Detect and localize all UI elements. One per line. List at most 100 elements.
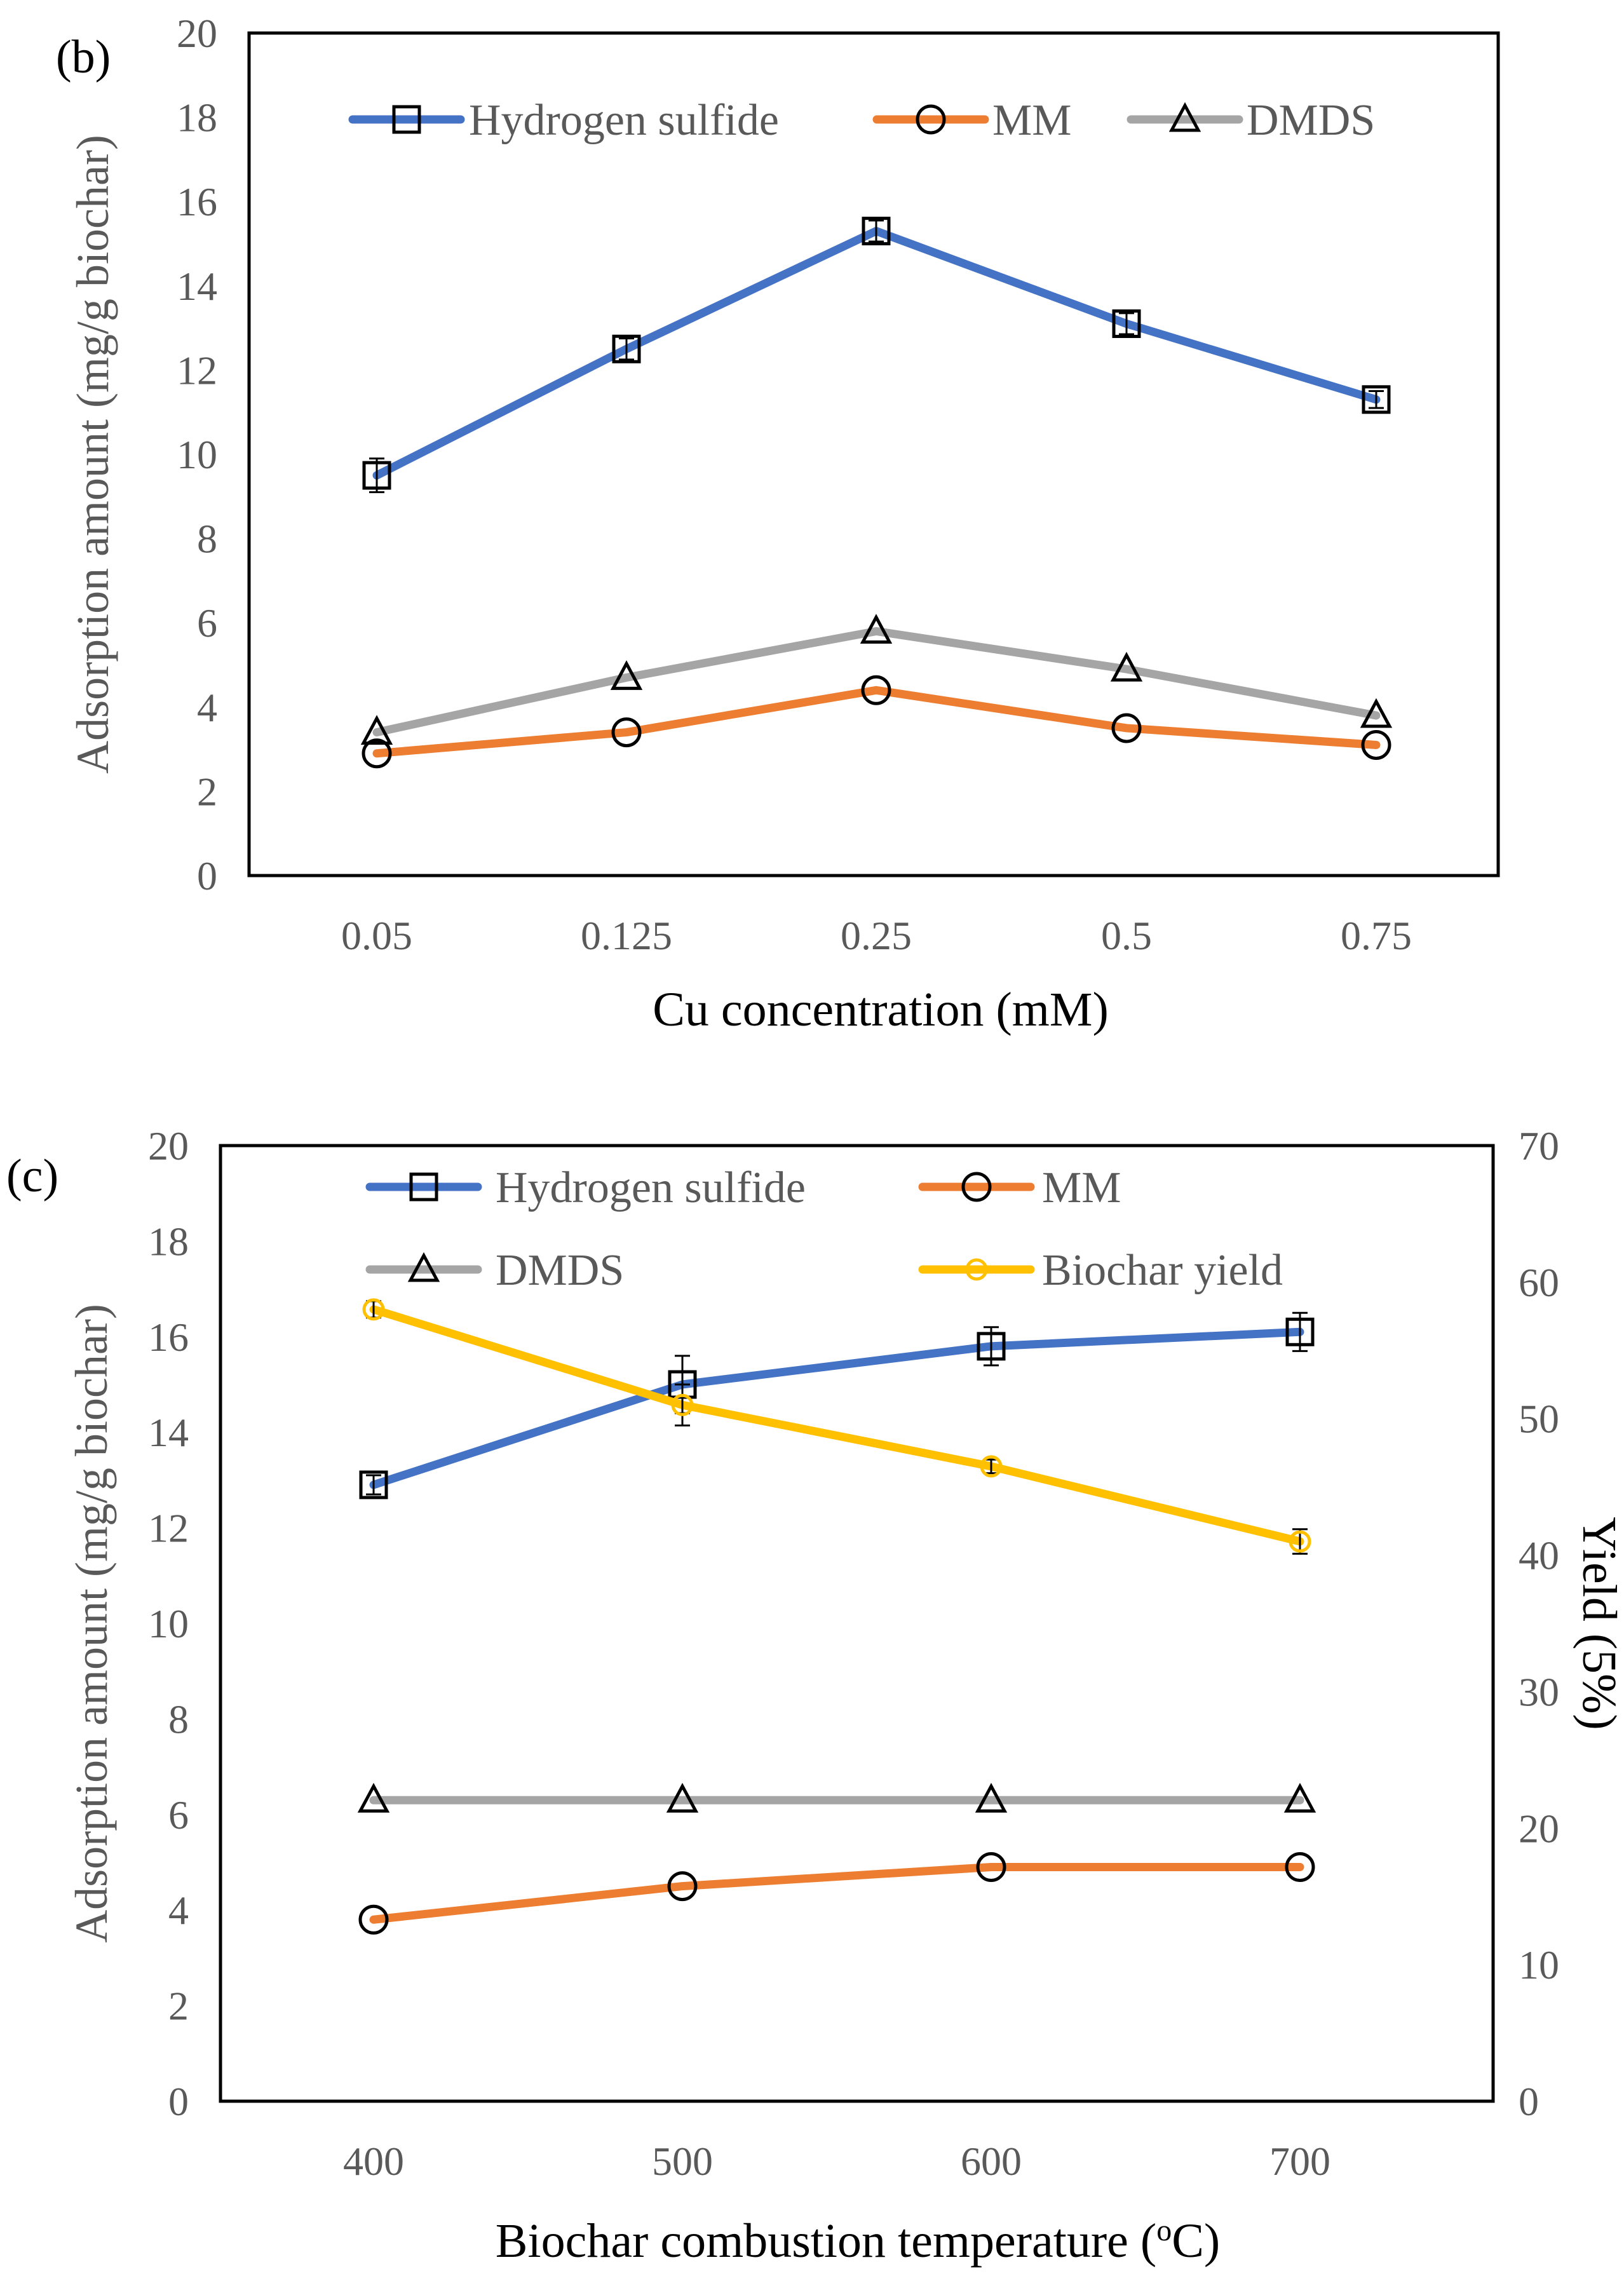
data-point	[1362, 385, 1391, 414]
legend-entry: Biochar yield	[918, 1246, 1283, 1295]
chart-panel-b: 0 2 4 6 8 10 12 14 16 18 20 0.05 0.125 0.25 0.5 0.75 (b)…	[56, 11, 1500, 1036]
data-point	[362, 461, 391, 490]
series-hydrogen-sulfide	[362, 217, 1391, 494]
legend-label: Hydrogen sulfide	[496, 1163, 806, 1212]
y2-tick-label: 40	[1519, 1533, 1559, 1578]
data-point	[667, 1871, 698, 1902]
series-mm	[362, 675, 1391, 769]
y-tick-label: 16	[148, 1315, 189, 1360]
legend-marker	[392, 105, 421, 134]
data-point	[1110, 651, 1143, 682]
y-tick-label: 6	[168, 1792, 189, 1838]
series-dmds	[360, 614, 1393, 745]
y2-axis-title: Yield (5%)	[1573, 1517, 1624, 1730]
y2-tick-label: 20	[1519, 1806, 1559, 1851]
data-point	[1285, 1852, 1315, 1883]
data-point	[671, 1393, 694, 1416]
x-tick-label: 0.25	[841, 913, 912, 958]
data-point	[980, 1455, 1003, 1478]
legend-label: Hydrogen sulfide	[469, 96, 779, 145]
x-tick-label: 400	[343, 2139, 404, 2184]
data-point	[610, 660, 643, 690]
y-tick-label: 12	[148, 1506, 189, 1551]
panel-label: (b)	[56, 31, 111, 83]
y-tick-label: 20	[177, 11, 217, 56]
data-point	[975, 1782, 1008, 1813]
panel-label: (c)	[6, 1150, 58, 1202]
x-axis-title-main: Biochar combustion temperature (	[496, 2214, 1156, 2268]
legend-entry: DMDS	[365, 1246, 624, 1295]
legend-label: Biochar yield	[1042, 1246, 1283, 1295]
x-tick-label: 600	[961, 2139, 1022, 2184]
plot-frame	[247, 31, 1500, 877]
y-tick-label: 14	[177, 264, 217, 309]
data-point	[860, 614, 893, 644]
data-point	[1289, 1530, 1311, 1553]
data-point	[1285, 1317, 1315, 1346]
y-tick-label: 0	[168, 2079, 189, 2124]
legend-label: MM	[1042, 1163, 1121, 1212]
x-tick-label: 0.5	[1101, 913, 1152, 958]
data-point	[358, 1904, 389, 1935]
y-tick-label: 18	[148, 1219, 189, 1264]
x-tick-label: 0.75	[1341, 913, 1412, 958]
data-point	[977, 1332, 1006, 1361]
data-point	[666, 1782, 699, 1813]
y-axis-title: Adsorption amount (mg/g biochar)	[67, 135, 118, 774]
y-tick-label: 8	[197, 517, 217, 562]
series-line	[369, 1863, 1304, 1924]
legend-marker	[961, 1172, 992, 1202]
chart-panel-c: 0 2 4 6 8 10 12 14 16 18 20 0 10 20 30 40 50 60 70 400 500 60…	[6, 1123, 1624, 2268]
data-point	[357, 1782, 390, 1813]
y2-tick-label: 60	[1519, 1260, 1559, 1305]
x-tick-label: 0.125	[581, 913, 672, 958]
legend-entry: DMDS	[1127, 96, 1375, 145]
legend-marker	[409, 1172, 438, 1202]
series-line	[372, 227, 1381, 480]
legend-label: DMDS	[1247, 96, 1375, 145]
x-axis-title: Biochar combustion temperature (oC)	[496, 2214, 1220, 2268]
data-point	[1283, 1782, 1316, 1813]
x-tick-label: 500	[652, 2139, 713, 2184]
x-axis-title-sup: o	[1156, 2214, 1172, 2247]
data-point	[1112, 309, 1141, 338]
series-line	[372, 626, 1381, 737]
x-axis-title-end: C)	[1172, 2214, 1220, 2268]
series-hydrogen-sulfide	[359, 1311, 1315, 1499]
y-tick-label: 2	[197, 769, 217, 814]
data-point	[611, 717, 642, 748]
y-tick-label: 10	[148, 1601, 189, 1646]
legend-entry: Hydrogen sulfide	[348, 96, 779, 145]
data-point	[1111, 713, 1142, 743]
y-tick-label: 12	[177, 348, 217, 393]
series-mm	[358, 1852, 1315, 1935]
plot-frame	[219, 1144, 1495, 2103]
legend-marker	[965, 1258, 988, 1281]
legend-entry: MM	[872, 96, 1071, 145]
y-tick-label: 18	[177, 95, 217, 140]
legend-marker	[916, 104, 946, 135]
series-line	[372, 686, 1381, 758]
data-point	[1361, 729, 1391, 760]
data-point	[976, 1852, 1006, 1883]
data-point	[360, 715, 393, 745]
series-line	[369, 1327, 1304, 1489]
y-tick-label: 20	[148, 1123, 189, 1168]
x-tick-label: 0.05	[341, 913, 412, 958]
data-point	[862, 217, 891, 246]
y2-tick-label: 0	[1519, 2079, 1539, 2124]
data-point	[362, 1298, 385, 1321]
y-tick-label: 0	[197, 853, 217, 898]
x-axis-title: Cu concentration (mM)	[653, 983, 1109, 1036]
y-tick-label: 2	[168, 1984, 189, 2029]
series-dmds	[357, 1782, 1316, 1813]
legend-entry: Hydrogen sulfide	[365, 1163, 806, 1212]
data-point	[359, 1470, 388, 1499]
series-biochar-yield	[362, 1298, 1311, 1555]
y-tick-label: 4	[197, 685, 217, 730]
legend-entry: MM	[918, 1163, 1121, 1212]
data-point	[861, 675, 891, 705]
y-tick-label: 4	[168, 1888, 189, 1933]
legend-marker	[1168, 102, 1201, 132]
